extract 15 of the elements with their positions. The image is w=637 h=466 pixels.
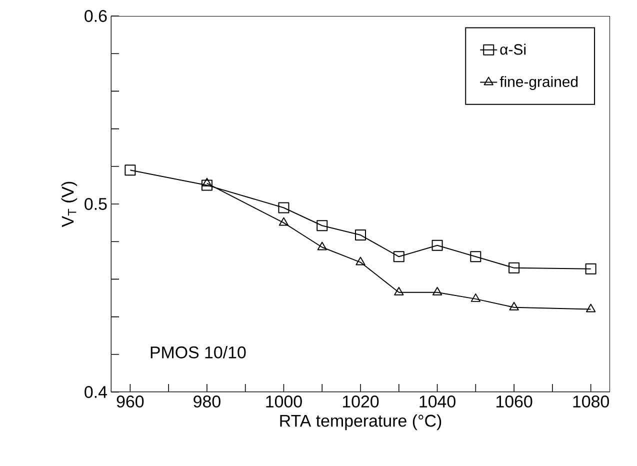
x-tick-label: 1060: [496, 396, 532, 408]
x-tick-label: 1020: [342, 396, 379, 408]
x-axis-title: RTA temperature (°C): [280, 414, 442, 430]
y-tick-label: 0.6: [84, 10, 107, 22]
y-tick-label: 0.4: [84, 386, 107, 398]
x-tick-label: 980: [194, 396, 220, 408]
y-axis-title: V$_{T}$ (V): [61, 182, 78, 228]
annotation: PMOS 10/10: [150, 346, 246, 358]
y-tick-label: 0.5: [84, 198, 107, 210]
x-tick-label: 1040: [420, 396, 456, 408]
x-tick-label: 960: [116, 396, 144, 408]
x-tick-label: 1080: [573, 396, 609, 408]
legend-label: α-Si: [500, 44, 526, 55]
legend-label: fine-grained: [500, 76, 578, 90]
x-tick-label: 1000: [266, 396, 302, 408]
